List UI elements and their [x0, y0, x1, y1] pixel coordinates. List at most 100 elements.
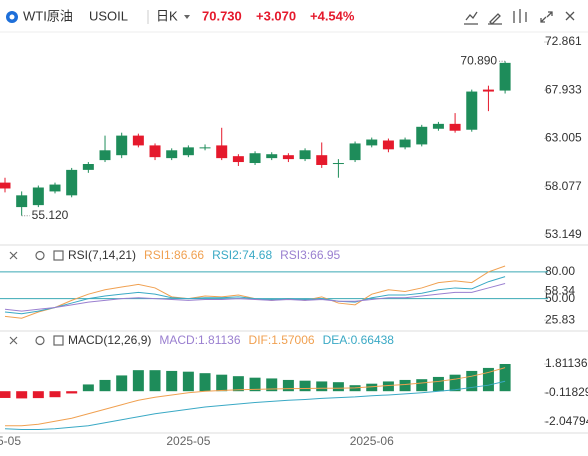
macd-bar — [232, 376, 244, 392]
x-tick-label: 5-05 — [0, 434, 21, 448]
draw-button[interactable] — [488, 13, 502, 25]
macd-bar — [66, 391, 78, 394]
annotation: 70.890 — [460, 53, 497, 67]
macd-bar — [366, 383, 378, 392]
candle-body — [232, 156, 244, 163]
candle-type-button[interactable] — [513, 9, 527, 23]
candle-body — [349, 143, 361, 161]
candle-body — [66, 169, 78, 196]
candle-body — [149, 145, 161, 158]
macd-bar — [166, 370, 178, 392]
y-tick-label: 58.077 — [545, 179, 582, 193]
candle-body — [432, 123, 444, 129]
candle-body — [32, 187, 44, 206]
rsi-settings[interactable] — [35, 250, 45, 261]
candle-body — [466, 91, 478, 130]
candle-body — [416, 126, 428, 145]
close-button[interactable] — [565, 11, 575, 21]
macd-bar — [116, 375, 128, 392]
candle-body — [99, 150, 111, 161]
price: 70.730 — [202, 8, 242, 23]
candle-body — [199, 147, 211, 149]
macd-expand[interactable] — [53, 335, 64, 346]
candle-body — [299, 150, 311, 160]
candle-body — [449, 123, 461, 131]
candle-body — [382, 140, 394, 150]
series-line — [4, 380, 506, 430]
macd-bar — [316, 381, 328, 392]
macd-bar — [199, 373, 211, 392]
series-line — [4, 283, 506, 312]
legend-entry: RSI2:74.68 — [212, 248, 272, 262]
macd-bar — [149, 370, 161, 392]
macd-bar — [432, 376, 444, 392]
legend-entry: DIF:1.57006 — [249, 333, 315, 347]
y-tick-label: 50.00 — [545, 291, 575, 305]
y-tick-label: -0.11829 — [545, 385, 588, 399]
change-pct: +4.54% — [310, 8, 355, 23]
y-tick-label: 80.00 — [545, 264, 575, 278]
series-line — [4, 276, 506, 315]
macd-bar — [0, 391, 11, 398]
x-tick-label: 2025-06 — [350, 434, 394, 448]
macd-bar — [416, 379, 428, 392]
macd-bar — [82, 384, 94, 392]
candle-body — [166, 150, 178, 159]
y-tick-label: 58.34 — [545, 283, 575, 297]
x-tick-label: 2025-05 — [166, 434, 210, 448]
macd-bar — [249, 377, 261, 392]
macd-bar — [49, 391, 61, 398]
candle-body — [366, 139, 378, 146]
y-tick-label: 72.861 — [545, 34, 582, 48]
y-tick-label: 67.933 — [545, 82, 582, 96]
macd-settings[interactable] — [35, 335, 45, 346]
series-line — [5, 367, 506, 427]
panel-title: MACD(12,26,9) — [68, 333, 151, 347]
candle-body — [49, 184, 61, 192]
candle-body — [282, 155, 294, 160]
symbol-code: USOIL — [89, 8, 128, 23]
candle-body — [332, 163, 344, 165]
macd-bar — [466, 370, 478, 392]
macd-bar — [382, 381, 394, 392]
y-tick-label: 1.81136 — [545, 356, 588, 370]
macd-bar — [499, 363, 511, 392]
candle-body — [266, 154, 278, 159]
macd-bar — [299, 380, 311, 392]
rsi-close[interactable] — [9, 251, 18, 260]
candle-body — [482, 89, 494, 92]
symbol-icon-dot — [9, 14, 15, 20]
legend-entry: RSI1:86.66 — [144, 248, 204, 262]
indicator-button[interactable] — [464, 11, 478, 25]
macd-bar — [99, 379, 111, 392]
macd-bar — [132, 370, 144, 392]
macd-bar — [216, 374, 228, 392]
macd-bar — [332, 382, 344, 392]
candle-body — [399, 139, 411, 148]
macd-bar — [16, 391, 28, 399]
y-tick-label: 53.149 — [545, 227, 582, 241]
candle-body — [316, 155, 328, 165]
fullscreen-button[interactable] — [540, 11, 553, 23]
period-dropdown[interactable] — [184, 15, 190, 19]
candle-body — [249, 153, 261, 164]
rsi-expand[interactable] — [53, 250, 64, 261]
y-tick-label: 25.83 — [545, 312, 575, 326]
macd-bar — [182, 371, 194, 392]
macd-bar — [32, 391, 44, 399]
candle-body — [82, 164, 94, 170]
panel-title: RSI(7,14,21) — [68, 248, 136, 262]
macd-bar — [266, 378, 278, 392]
candle-body — [216, 145, 228, 159]
macd-bar — [282, 379, 294, 392]
annotation: 55.120 — [32, 208, 69, 222]
period[interactable]: 日K — [156, 8, 178, 23]
candle-body — [499, 62, 511, 91]
macd-bar — [449, 374, 461, 392]
symbol-name: WTI原油 — [23, 8, 73, 23]
candle-body — [132, 135, 144, 146]
macd-close[interactable] — [9, 336, 18, 345]
y-tick-label: -2.04794 — [545, 414, 588, 428]
y-tick-label: 63.005 — [545, 131, 582, 145]
